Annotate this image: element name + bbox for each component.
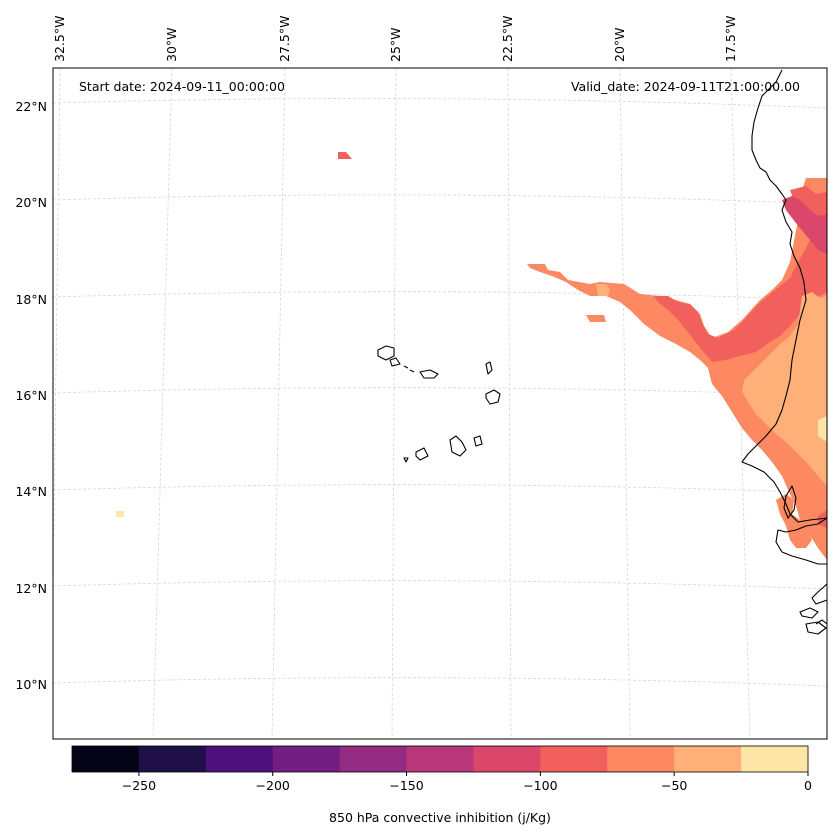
latitude-labels: 22°N 20°N 18°N 16°N 14°N 12°N 10°N xyxy=(15,99,47,692)
coastlines xyxy=(377,69,827,635)
lat-label: 12°N xyxy=(15,581,47,596)
lat-label: 20°N xyxy=(15,195,47,210)
lon-label: 22.5°W xyxy=(500,16,515,62)
contour-band-neg100-neg75 xyxy=(338,152,352,159)
lon-label: 32.5°W xyxy=(52,16,67,62)
lon-label: 17.5°W xyxy=(723,16,738,62)
graticule xyxy=(53,68,827,739)
colorbar-label: 850 hPa convective inhibition (j/Kg) xyxy=(329,810,551,825)
colorbar-swatch xyxy=(138,746,207,772)
lat-label: 14°N xyxy=(15,484,47,499)
start-date-label: Start date: 2024-09-11_00:00:00 xyxy=(79,79,285,94)
colorbar-tick-label: −250 xyxy=(122,778,156,793)
lat-label: 10°N xyxy=(15,677,47,692)
contour-band-neg50-neg25 xyxy=(742,292,827,486)
colorbar-swatch xyxy=(540,746,608,772)
lon-label: 30°W xyxy=(164,27,179,62)
cin-contours xyxy=(116,152,827,560)
colorbar: −250 −200 −150 −100 −50 0 xyxy=(71,745,812,793)
contour-band-neg100-neg75-north xyxy=(790,186,827,224)
contour-band-neg75-neg50-small xyxy=(586,315,606,322)
contour-band-neg25-0-coast xyxy=(818,416,827,442)
colorbar-swatch xyxy=(741,746,809,772)
colorbar-swatch xyxy=(272,746,341,772)
colorbar-tick-label: −50 xyxy=(661,778,687,793)
colorbar-tick-label: −100 xyxy=(523,778,557,793)
lon-label: 25°W xyxy=(388,27,403,62)
colorbar-swatch xyxy=(473,746,541,772)
colorbar-swatch xyxy=(205,746,274,772)
contour-band-neg100-neg75 xyxy=(654,218,827,362)
colorbar-swatch xyxy=(339,746,408,772)
contour-band-neg50-neg25 xyxy=(596,284,610,296)
contour-band-neg125-neg100 xyxy=(782,196,827,254)
lat-label: 18°N xyxy=(15,292,47,307)
valid-date-label: Valid_date: 2024-09-11T21:00:00.00 xyxy=(571,79,800,94)
lat-label: 16°N xyxy=(15,388,47,403)
lon-label: 20°W xyxy=(612,27,627,62)
longitude-labels: 32.5°W 30°W 27.5°W 25°W 22.5°W 20°W 17.5… xyxy=(52,16,738,62)
colorbar-tick-label: −150 xyxy=(389,778,423,793)
contour-band-neg25-0 xyxy=(116,511,124,517)
colorbar-swatch xyxy=(674,746,742,772)
lon-label: 27.5°W xyxy=(277,16,292,62)
colorbar-swatch xyxy=(72,746,140,772)
map-panel xyxy=(53,68,827,739)
map-frame xyxy=(52,67,828,740)
colorbar-tick-label: 0 xyxy=(804,778,812,793)
colorbar-swatch xyxy=(406,746,474,772)
colorbar-swatch xyxy=(607,746,675,772)
colorbar-tick-label: −200 xyxy=(256,778,290,793)
colorbar-frame xyxy=(71,745,809,773)
lat-label: 22°N xyxy=(15,99,47,114)
contour-band-neg75-neg50-south xyxy=(776,494,812,548)
